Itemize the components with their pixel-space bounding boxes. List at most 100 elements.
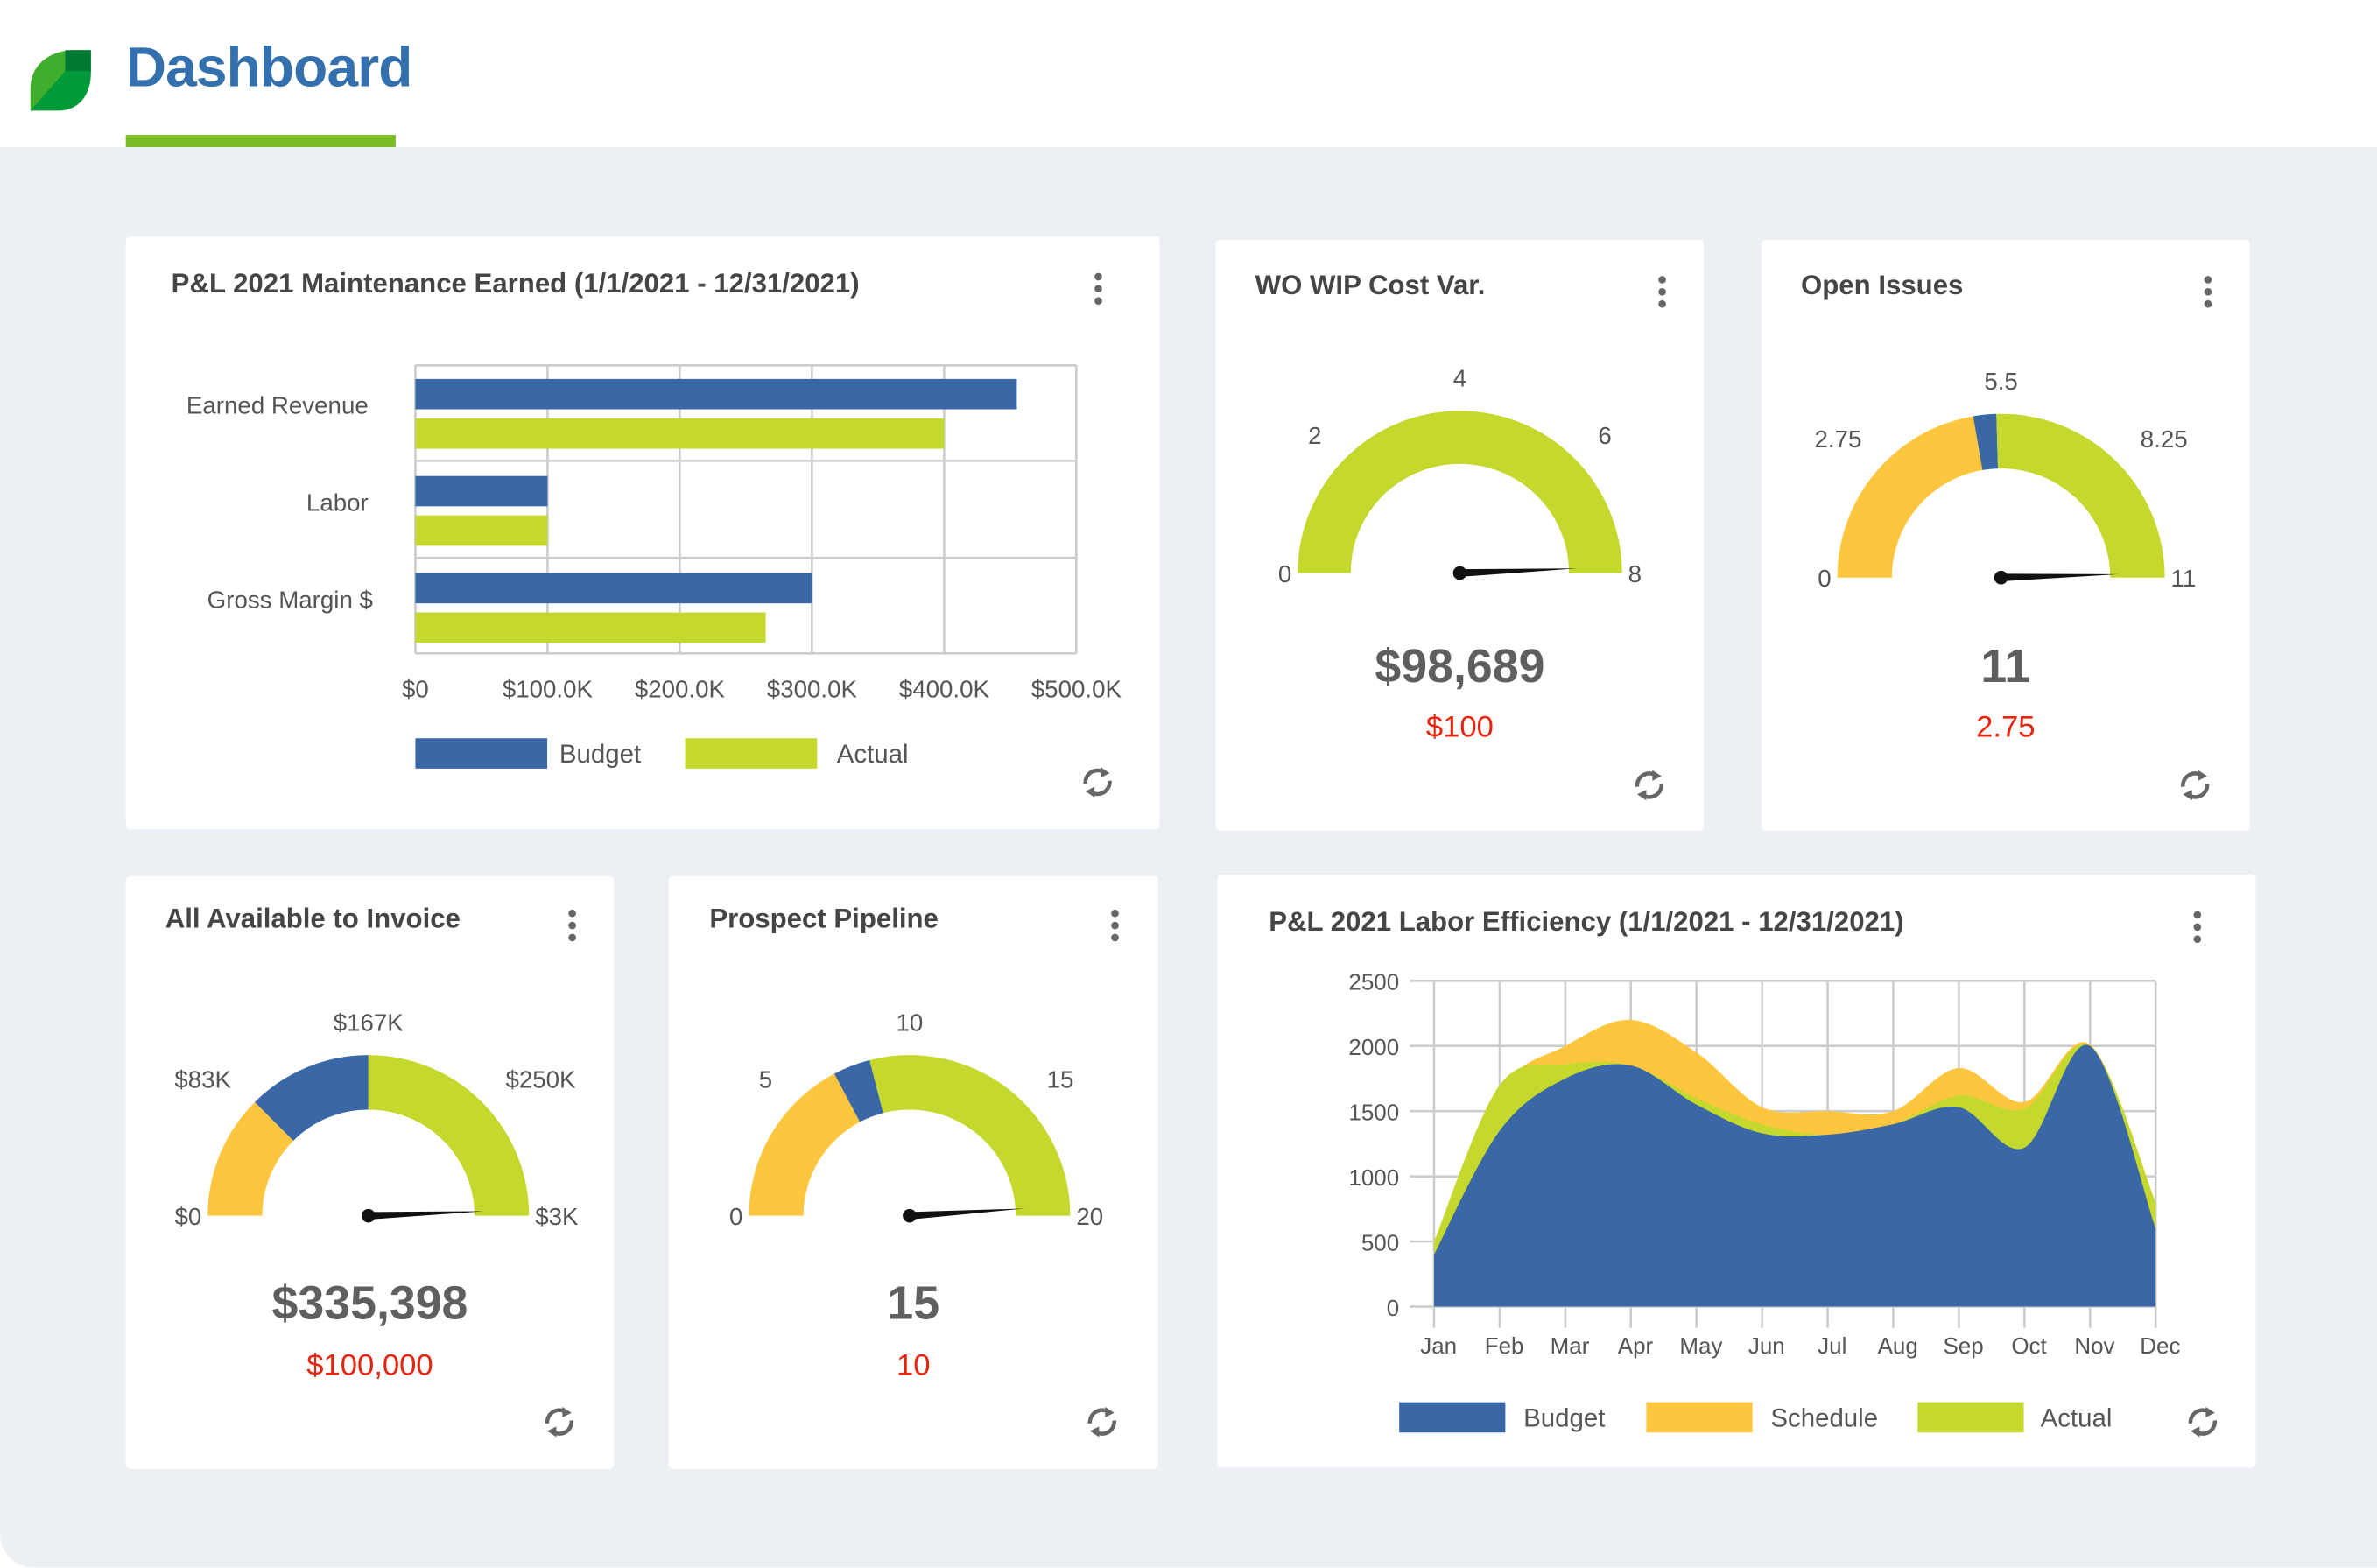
gauge-needle-hub — [1452, 566, 1467, 580]
x-tick-label: $500.0K — [1031, 675, 1122, 702]
gauge-tick-label: 15 — [1047, 1065, 1074, 1093]
x-tick-label: $200.0K — [635, 675, 726, 702]
gauge-needle — [1459, 568, 1577, 577]
invoice-card: All Available to Invoice $0 $83K $167K $250… — [125, 875, 615, 1469]
gauge-tick-label: 5 — [759, 1065, 772, 1093]
x-tick-label: Jan — [1420, 1332, 1457, 1359]
refresh-icon[interactable] — [2176, 765, 2215, 805]
gauge-tick-label: 2 — [1308, 422, 1321, 449]
x-tick-label: Dec — [2140, 1332, 2180, 1359]
bar-chart: $0 $100.0K $200.0K $300.0K $400.0K $500.0K Ear… — [186, 363, 1122, 769]
gauge-band — [368, 1055, 530, 1216]
area-budget — [1433, 1044, 2156, 1307]
gauge-needle-hub — [361, 1208, 376, 1223]
gauge-value: $98,689 — [1375, 639, 1545, 693]
labor-efficiency-card: P&L 2021 Labor Efficiency (1/1/2021 - 12… — [1217, 875, 2256, 1468]
gauge-tick-label: 0 — [1818, 565, 1831, 592]
open-issues-card: Open Issues 0 2.75 5.5 8.25 11 11 2.75 — [1762, 239, 2250, 831]
gauge-tick-label: $0 — [174, 1203, 201, 1230]
gauge-tick-label: $83K — [174, 1065, 231, 1093]
legend-label: Schedule — [1770, 1403, 1878, 1432]
bar-budget — [415, 475, 548, 507]
y-tick-label: 1500 — [1348, 1100, 1399, 1126]
x-tick-label: May — [1679, 1332, 1722, 1359]
x-tick-label: $100.0K — [503, 675, 594, 702]
gauge-tick-label: 0 — [1278, 560, 1291, 587]
gauge-tick-label: 2.75 — [1815, 425, 1862, 453]
bar-actual — [415, 515, 548, 546]
card-title: P&L 2021 Labor Efficiency (1/1/2021 - 12… — [1269, 906, 1904, 938]
x-tick-label: Apr — [1618, 1332, 1654, 1359]
pl-earned-card: P&L 2021 Maintenance Earned (1/1/2021 - … — [125, 236, 1160, 830]
gauge-band — [254, 1055, 369, 1141]
gauge-tick-label: 8 — [1628, 560, 1642, 587]
x-tick-label: Aug — [1878, 1332, 1918, 1359]
gauge-value: 11 — [1980, 639, 2031, 693]
gauge-band — [1973, 413, 1999, 470]
leaf-logo-icon — [30, 50, 91, 111]
gauge-band — [834, 1059, 883, 1122]
gauge-tick-label: 10 — [896, 1009, 923, 1036]
card-title: P&L 2021 Maintenance Earned (1/1/2021 - … — [171, 268, 860, 299]
bar-actual — [415, 418, 945, 449]
legend-label: Budget — [559, 740, 641, 769]
wo-wip-card: WO WIP Cost Var. 0 2 4 6 8 $98,689 $100 — [1215, 239, 1705, 831]
card-title: Open Issues — [1801, 270, 1964, 300]
y-tick-label: 2000 — [1348, 1034, 1399, 1060]
gauge-tick-label: 11 — [2171, 565, 2197, 592]
gauge-band — [1298, 411, 1622, 573]
gauge-needle — [909, 1208, 1025, 1220]
refresh-icon[interactable] — [1082, 1403, 1122, 1442]
x-tick-label: $400.0K — [899, 675, 990, 702]
x-tick-label: Jul — [1818, 1332, 1846, 1359]
gauge-target: $100,000 — [306, 1349, 433, 1383]
gauge-tick-label: 5.5 — [1984, 368, 2018, 395]
gauge-value: $335,398 — [271, 1276, 468, 1330]
more-options-icon[interactable] — [1654, 276, 1669, 309]
legend-swatch — [685, 738, 818, 769]
x-tick-label: Nov — [2074, 1332, 2114, 1359]
more-options-icon[interactable] — [2189, 911, 2204, 945]
more-options-icon[interactable] — [2199, 276, 2214, 309]
gauge-tick-label: $3K — [535, 1203, 579, 1230]
card-title: Prospect Pipeline — [709, 903, 939, 934]
bar-budget — [415, 573, 812, 604]
x-tick-label: Sep — [1943, 1332, 1983, 1359]
category-label: Gross Margin $ — [207, 586, 373, 613]
gauge-chart: $0 $83K $167K $250K $3K — [174, 1009, 579, 1230]
refresh-icon[interactable] — [2183, 1403, 2222, 1442]
refresh-icon[interactable] — [1629, 765, 1669, 805]
y-tick-label: 500 — [1361, 1229, 1399, 1255]
legend-label: Actual — [837, 740, 909, 769]
card-title: All Available to Invoice — [165, 903, 461, 934]
gauge-tick-label: 4 — [1453, 365, 1466, 392]
gauge-chart: 0 2 4 6 8 — [1278, 365, 1642, 587]
y-tick-label: 2500 — [1348, 969, 1399, 995]
more-options-icon[interactable] — [564, 909, 579, 943]
page-title: Dashboard — [125, 36, 413, 99]
gauge-band — [207, 1101, 294, 1216]
gauge-value: 15 — [887, 1276, 940, 1330]
gauge-target: 2.75 — [1976, 711, 2036, 745]
refresh-icon[interactable] — [539, 1403, 579, 1442]
gauge-needle-hub — [1994, 570, 2008, 585]
refresh-icon[interactable] — [1078, 763, 1117, 802]
gauge-target: $100 — [1425, 711, 1494, 745]
gauge-tick-label: 20 — [1076, 1203, 1103, 1230]
gauge-tick-label: $250K — [505, 1065, 576, 1093]
legend-swatch — [1399, 1402, 1506, 1433]
area-chart: 0 500 1000 1500 2000 2500 Jan Feb Mar Apr May Jun Ju… — [1348, 969, 2180, 1433]
gauge-target: 10 — [896, 1349, 931, 1383]
gauge-band — [749, 1073, 861, 1216]
x-tick-label: Mar — [1551, 1332, 1590, 1359]
gauge-band — [869, 1055, 1071, 1216]
card-title: WO WIP Cost Var. — [1255, 270, 1486, 300]
bar-budget — [415, 378, 1017, 410]
gauge-tick-label: $167K — [334, 1009, 404, 1036]
x-tick-label: $0 — [402, 675, 429, 702]
more-options-icon[interactable] — [1107, 909, 1122, 943]
legend-swatch — [1646, 1402, 1753, 1433]
header-bar — [0, 0, 2377, 147]
bar-actual — [415, 612, 766, 643]
more-options-icon[interactable] — [1090, 272, 1105, 306]
